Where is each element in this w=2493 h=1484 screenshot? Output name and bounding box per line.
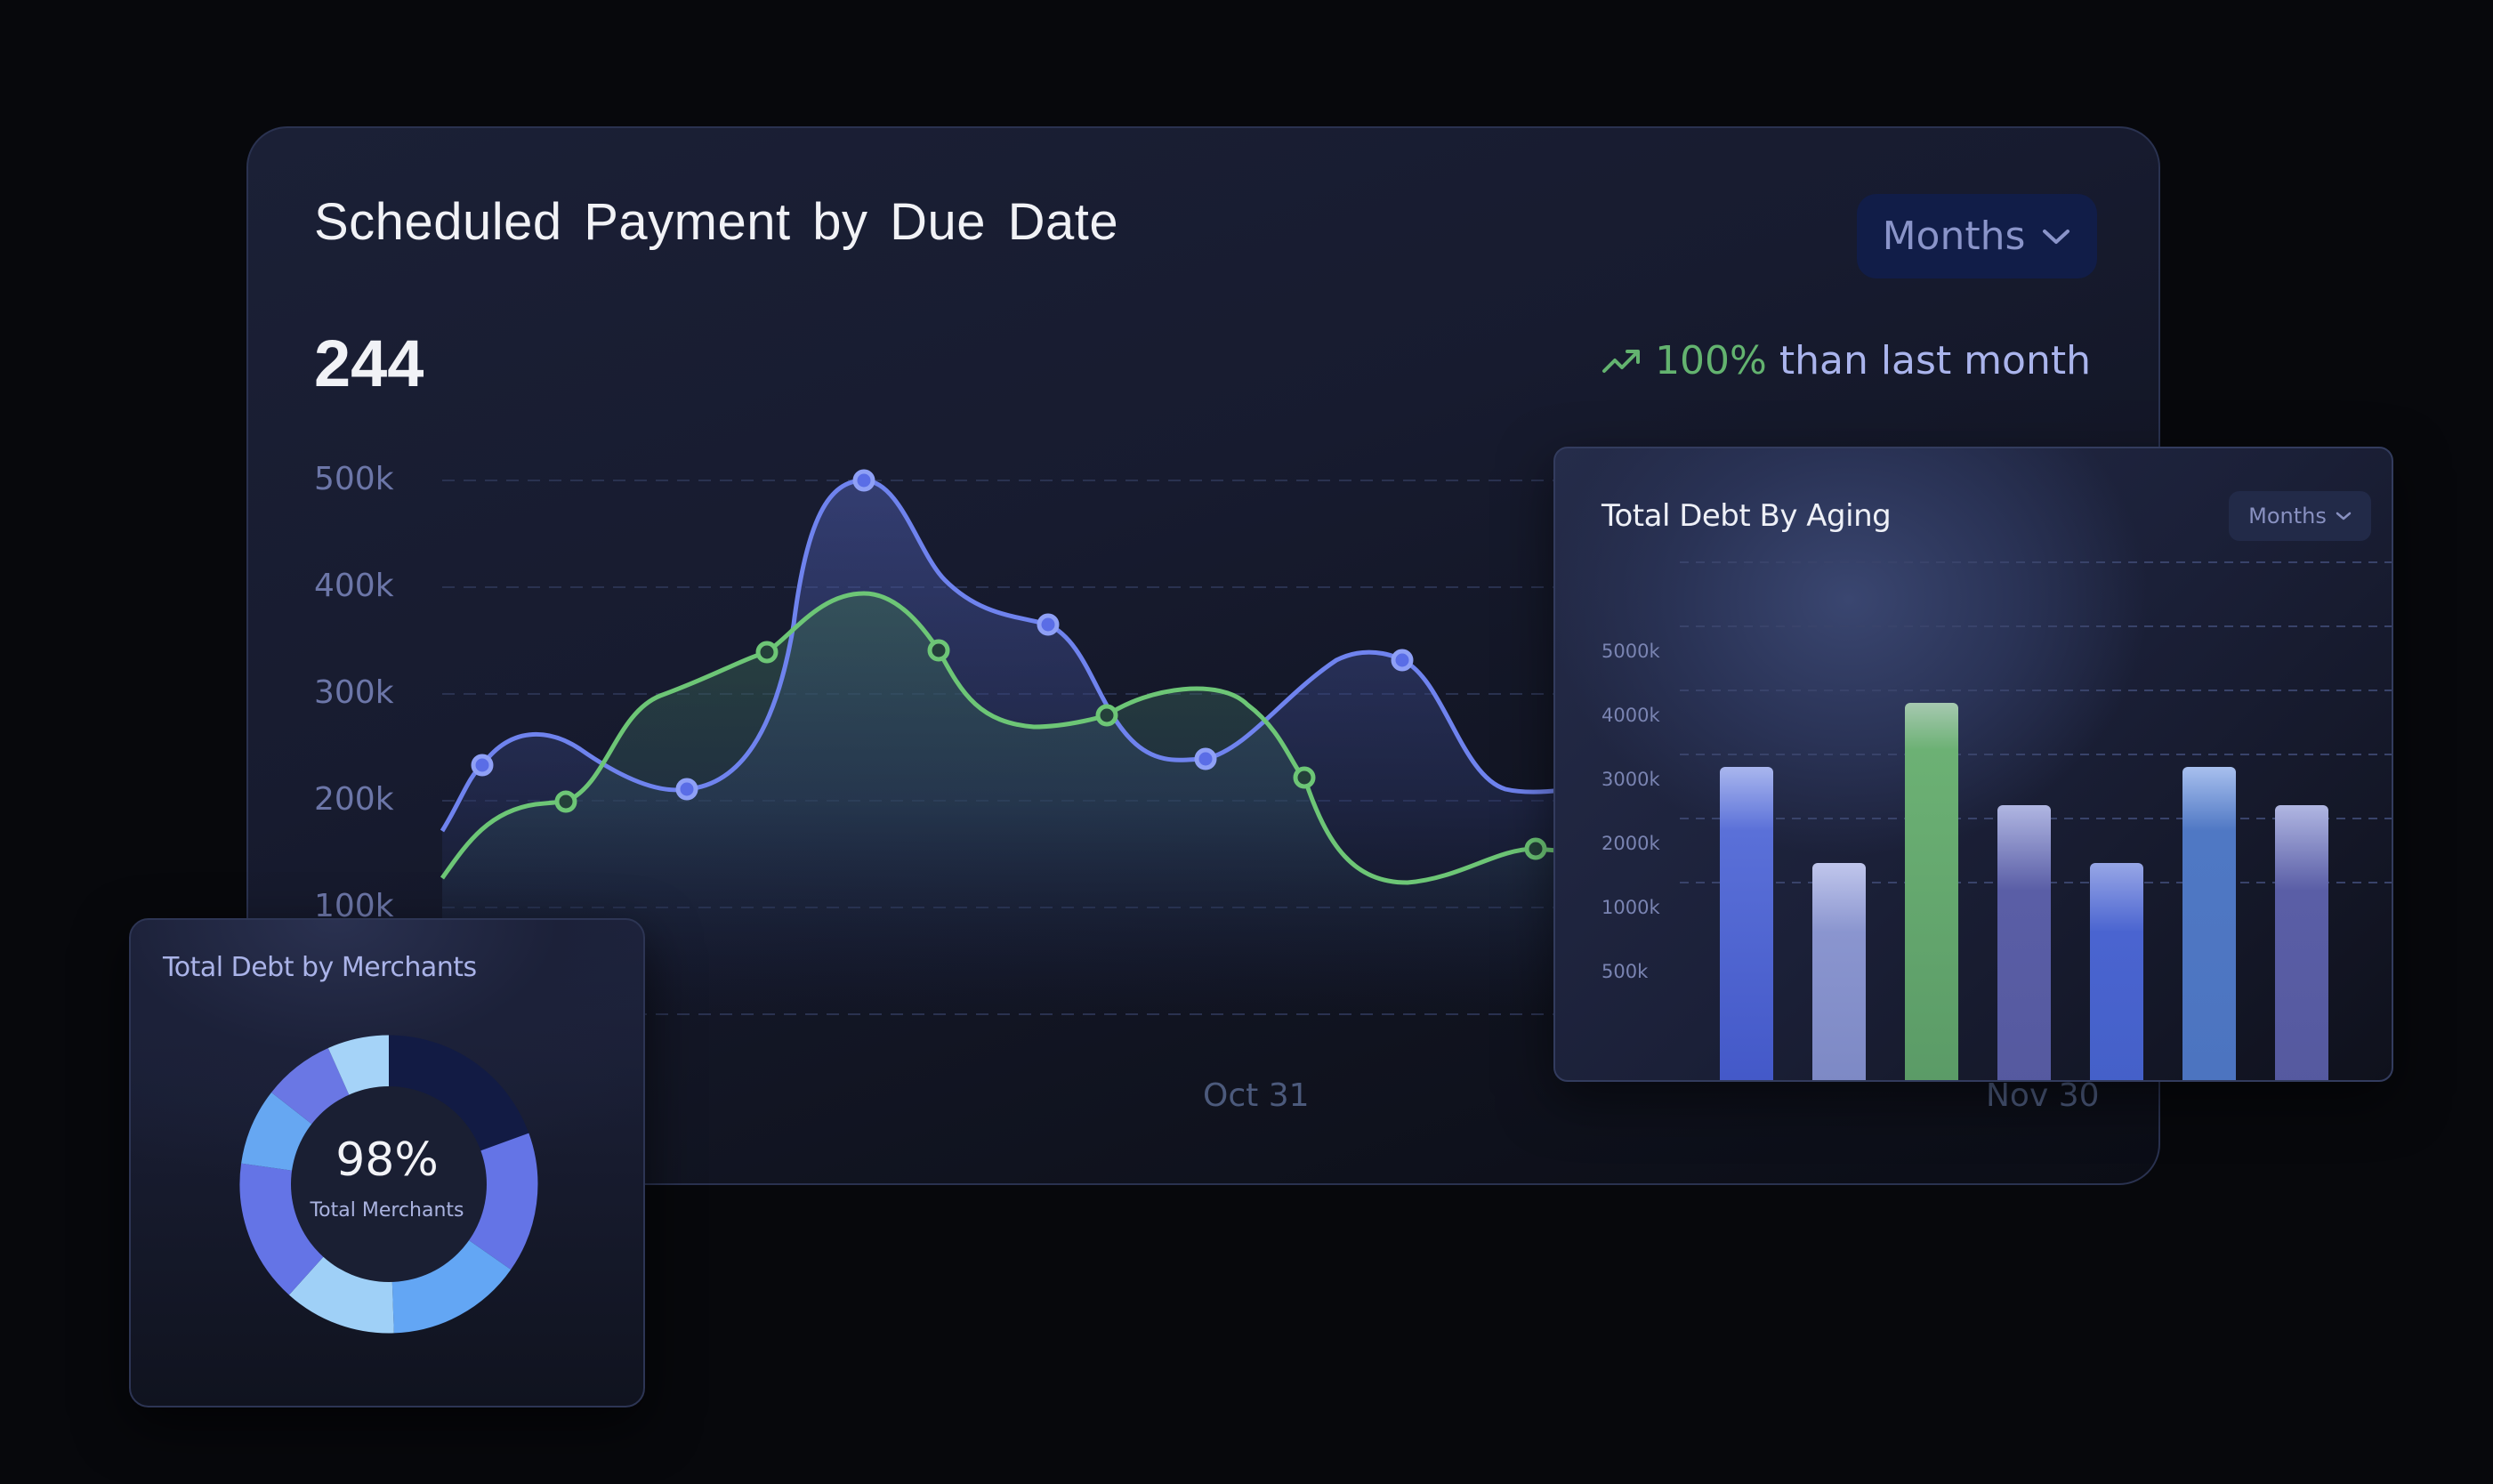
trend-percent: 100%	[1655, 338, 1767, 383]
y-axis-label: 300k	[314, 674, 394, 711]
donut-chart	[239, 1035, 538, 1334]
y-axis-label: 5000k	[1601, 641, 1660, 662]
series-b-line	[440, 591, 1569, 885]
total-debt-by-aging-card: Total Debt By Aging Months 5000k 4000k 3…	[1553, 447, 2393, 1082]
period-select-label: Months	[1882, 214, 2026, 259]
chevron-down-icon	[2043, 229, 2070, 244]
trending-up-icon	[1602, 349, 1641, 373]
bar	[1812, 863, 1866, 1080]
y-axis-label: 1000k	[1601, 897, 1660, 918]
bar	[2275, 805, 2328, 1080]
card-title: Total Debt by Merchants	[163, 952, 477, 983]
bar	[2182, 767, 2236, 1080]
period-select-label: Months	[2248, 504, 2327, 528]
donut-center-value: 98%	[335, 1133, 439, 1187]
series-a-points	[471, 469, 1414, 801]
bar	[1905, 703, 1958, 1080]
line-chart	[440, 469, 2119, 1015]
trend-indicator: 100% than last month	[1601, 338, 2091, 383]
chevron-down-icon	[2336, 512, 2352, 520]
series-b-points	[554, 639, 1547, 860]
bar-chart	[1680, 561, 2392, 1080]
metric-value: 244	[314, 327, 424, 400]
bar	[2090, 863, 2143, 1080]
y-axis-label: 2000k	[1601, 833, 1660, 854]
donut-center-label: Total Merchants	[310, 1199, 464, 1222]
bar	[1720, 767, 1773, 1080]
x-axis-label: Nov 30	[1986, 1077, 2100, 1114]
y-axis-label: 500k	[1601, 961, 1649, 982]
trend-text: than last month	[1779, 338, 2091, 383]
total-debt-by-merchants-card: Total Debt by Merchants	[129, 918, 645, 1407]
bar	[1997, 805, 2051, 1080]
y-axis-label: 500k	[314, 461, 394, 497]
x-axis-label: Oct 31	[1203, 1077, 1310, 1114]
card-title: Scheduled Payment by Due Date	[314, 193, 1119, 251]
period-select[interactable]: Months	[1857, 194, 2097, 278]
period-select[interactable]: Months	[2229, 491, 2371, 541]
card-title: Total Debt By Aging	[1601, 498, 1892, 534]
y-axis-label: 3000k	[1601, 769, 1660, 790]
y-axis-label: 400k	[314, 568, 394, 604]
y-axis-label: 200k	[314, 781, 394, 818]
y-axis-label: 4000k	[1601, 705, 1660, 726]
